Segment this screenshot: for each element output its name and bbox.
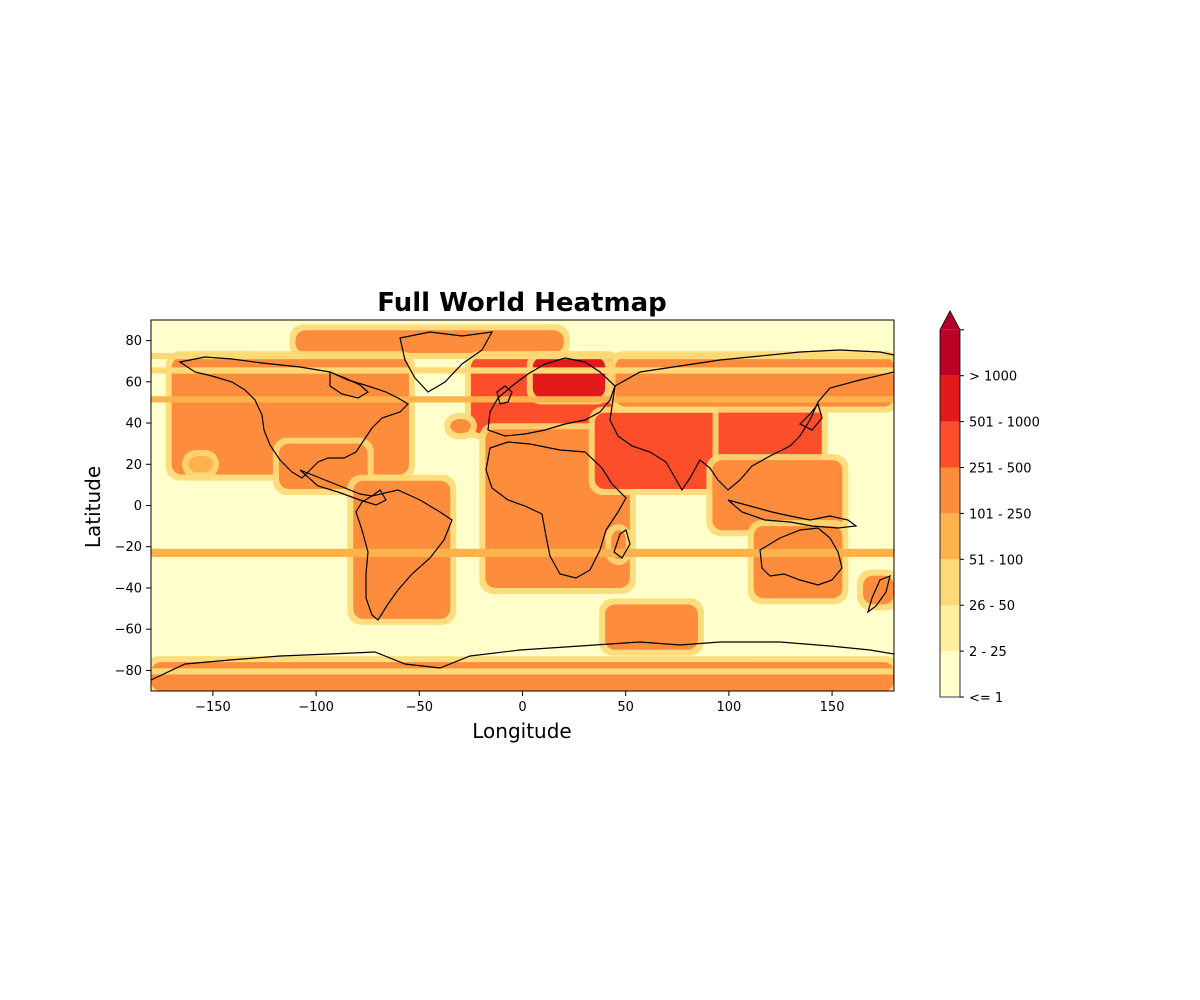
x-tick-label: 0: [518, 700, 526, 715]
colorbar-label: > 1000: [969, 370, 1017, 385]
coastline-australia: [759, 527, 843, 586]
colorbar-label: <= 1: [969, 691, 1003, 706]
colorbar-label: 251 - 500: [969, 462, 1032, 477]
heat-region-band-lat-minus-23: [151, 548, 894, 558]
heat-region-southeast-asia: [712, 460, 843, 531]
x-tick-label: 150: [820, 700, 845, 715]
x-tick-label: −100: [298, 700, 334, 715]
colorbar-segment: [940, 651, 960, 697]
heat-region-arctic-north: [295, 330, 564, 353]
coastline-asia: [609, 349, 894, 492]
y-tick-label: −60: [115, 623, 142, 638]
y-tick-label: 80: [125, 334, 142, 349]
map-plot-area: −150 −100 −50 0 50 100 150 80 60 40 20 0 −20 −40 −60 −…: [115, 319, 895, 715]
colorbar-segment: [940, 329, 960, 376]
coastline-outlines: [151, 331, 894, 681]
heat-region-band-lat-52: [151, 396, 894, 403]
coastline-greenland: [399, 331, 494, 393]
coastline-antarctica: [151, 641, 894, 681]
heat-region-band-lat-65: [151, 367, 894, 374]
colorbar-extend-arrow: [940, 310, 960, 330]
heat-region-antarctica: [151, 662, 894, 691]
chart-title: Full World Heatmap: [377, 288, 666, 318]
colorbar-segment: [940, 467, 960, 514]
colorbar-segment: [940, 559, 960, 606]
y-tick-label: 60: [125, 375, 142, 390]
y-tick-label: 20: [125, 458, 142, 473]
y-tick-label: −80: [115, 664, 142, 679]
colorbar-label: 501 - 1000: [969, 416, 1040, 431]
y-tick-label: 40: [125, 417, 142, 432]
y-axis-label: Latitude: [81, 466, 105, 548]
heat-region-australia: [753, 526, 843, 599]
coastline-central-america: [299, 469, 387, 506]
x-tick-label: −50: [406, 700, 433, 715]
colorbar-segment: [940, 421, 960, 468]
coastline-europe: [487, 357, 616, 437]
coastline-madagascar: [613, 529, 631, 559]
heat-region-band-lat-minus-80: [151, 668, 894, 675]
colorbar-label: 51 - 100: [969, 553, 1023, 568]
x-tick-label: −150: [195, 700, 231, 715]
colorbar-outline: [939, 309, 961, 698]
colorbar-segment: [940, 513, 960, 560]
y-axis-ticks: 80 60 40 20 0 −20 −40 −60 −80: [115, 334, 151, 679]
coastline-hudson-bay: [329, 371, 370, 399]
coastline-british-isles: [496, 385, 513, 405]
colorbar: <= 1 2 - 25 26 - 50 51 - 100 101 - 250 251 - …: [939, 309, 1040, 706]
colorbar-label: 2 - 25: [969, 645, 1007, 660]
colorbar-label: 26 - 50: [969, 599, 1015, 614]
colorbar-label: 101 - 250: [969, 507, 1032, 522]
coastline-south-america: [355, 489, 453, 621]
heat-region-hawaii: [188, 456, 213, 473]
x-axis-ticks: −150 −100 −50 0 50 100 150: [195, 691, 844, 715]
heat-region-mid-atlantic-islands: [450, 418, 471, 434]
heat-region-southern-indian-islands: [605, 604, 698, 650]
x-tick-label: 50: [617, 700, 634, 715]
heat-region-band-lat-72: [151, 352, 894, 360]
y-tick-label: −20: [115, 540, 142, 555]
y-tick-label: 0: [134, 499, 142, 514]
coastline-japan: [798, 402, 823, 431]
x-tick-label: 100: [716, 700, 741, 715]
heat-region-scandinavia: [532, 357, 606, 399]
x-axis-label: Longitude: [472, 719, 571, 743]
colorbar-segment: [940, 375, 960, 422]
coastline-new-zealand: [866, 575, 891, 614]
y-tick-label: −40: [115, 581, 142, 596]
coastline-indonesia: [727, 499, 858, 529]
heat-region-new-zealand: [863, 575, 894, 605]
coastline-africa: [485, 441, 627, 579]
colorbar-segment: [940, 605, 960, 652]
